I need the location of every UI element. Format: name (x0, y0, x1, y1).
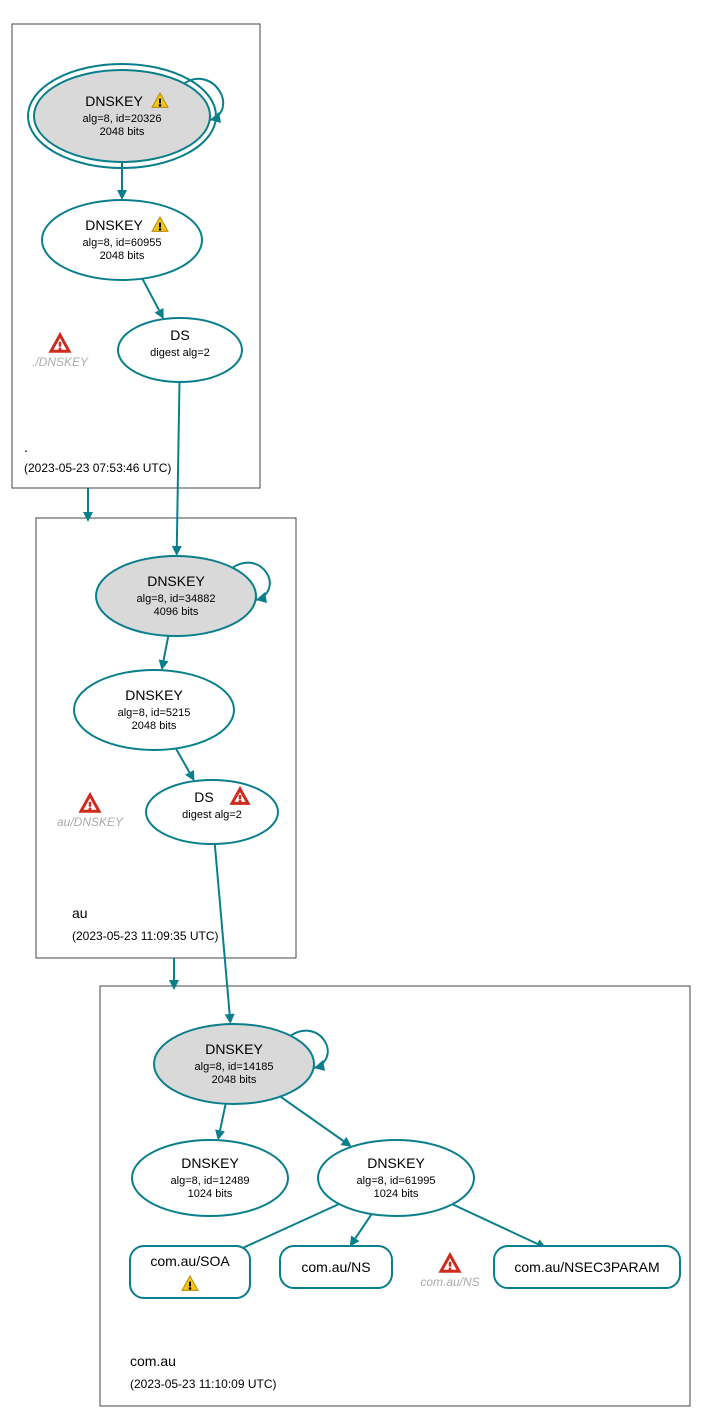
svg-text:com.au/NSEC3PARAM: com.au/NSEC3PARAM (514, 1259, 659, 1275)
svg-text:alg=8, id=61995: alg=8, id=61995 (357, 1175, 436, 1187)
svg-text:4096 bits: 4096 bits (154, 606, 199, 618)
svg-text:DNSKEY: DNSKEY (85, 93, 143, 109)
node-n5: DNSKEY alg=8, id=52152048 bits (74, 670, 234, 750)
node-n6: DS digest alg=2 (146, 780, 278, 844)
svg-text:2048 bits: 2048 bits (132, 720, 177, 732)
svg-text:2048 bits: 2048 bits (212, 1074, 257, 1086)
svg-text:alg=8, id=14185: alg=8, id=14185 (195, 1061, 274, 1073)
svg-text:.: . (24, 439, 28, 455)
svg-text:DNSKEY: DNSKEY (125, 687, 183, 703)
node-n1: DNSKEY alg=8, id=203262048 bits (28, 64, 223, 168)
svg-text:com.au/SOA: com.au/SOA (150, 1253, 230, 1269)
node-n2: DNSKEY alg=8, id=609552048 bits (42, 200, 202, 280)
svg-text:digest alg=2: digest alg=2 (150, 347, 210, 359)
node-n3: DS digest alg=2 (118, 318, 242, 382)
svg-text:digest alg=2: digest alg=2 (182, 809, 242, 821)
svg-text:1024 bits: 1024 bits (374, 1188, 419, 1200)
node-n12: com.au/NSEC3PARAM (494, 1246, 680, 1288)
node-n7: DNSKEY alg=8, id=141852048 bits (154, 1024, 328, 1104)
svg-text:alg=8, id=5215: alg=8, id=5215 (118, 707, 191, 719)
svg-text:alg=8, id=12489: alg=8, id=12489 (171, 1175, 250, 1187)
node-n8: DNSKEY alg=8, id=124891024 bits (132, 1140, 288, 1216)
svg-text:DNSKEY: DNSKEY (181, 1155, 239, 1171)
svg-text:au: au (72, 905, 88, 921)
svg-text:com.au/NS: com.au/NS (420, 1275, 479, 1289)
diagram-canvas: . (2023-05-23 07:53:46 UTC) au (2023-05-23 … (0, 0, 708, 1422)
svg-text:alg=8, id=20326: alg=8, id=20326 (83, 113, 162, 125)
svg-text:alg=8, id=34882: alg=8, id=34882 (137, 593, 216, 605)
svg-text:DNSKEY: DNSKEY (205, 1041, 263, 1057)
svg-text:DNSKEY: DNSKEY (147, 573, 205, 589)
node-n4: DNSKEY alg=8, id=348824096 bits (96, 556, 270, 636)
svg-text:(2023-05-23 11:09:35 UTC): (2023-05-23 11:09:35 UTC) (72, 929, 219, 943)
svg-text:com.au/NS: com.au/NS (301, 1259, 370, 1275)
node-n11: com.au/NS (280, 1246, 392, 1288)
svg-text:DNSKEY: DNSKEY (85, 217, 143, 233)
svg-text:2048 bits: 2048 bits (100, 250, 145, 262)
svg-text:DNSKEY: DNSKEY (367, 1155, 425, 1171)
svg-text:1024 bits: 1024 bits (188, 1188, 233, 1200)
svg-text:2048 bits: 2048 bits (100, 126, 145, 138)
node-n9: DNSKEY alg=8, id=619951024 bits (318, 1140, 474, 1216)
svg-text:./DNSKEY: ./DNSKEY (32, 355, 89, 369)
svg-text:DS: DS (170, 327, 189, 343)
svg-text:DS: DS (194, 789, 213, 805)
svg-text:(2023-05-23 07:53:46 UTC): (2023-05-23 07:53:46 UTC) (24, 461, 171, 475)
svg-text:(2023-05-23 11:10:09 UTC): (2023-05-23 11:10:09 UTC) (130, 1377, 277, 1391)
svg-text:au/DNSKEY: au/DNSKEY (57, 815, 124, 829)
svg-text:alg=8, id=60955: alg=8, id=60955 (83, 237, 162, 249)
svg-text:com.au: com.au (130, 1353, 176, 1369)
